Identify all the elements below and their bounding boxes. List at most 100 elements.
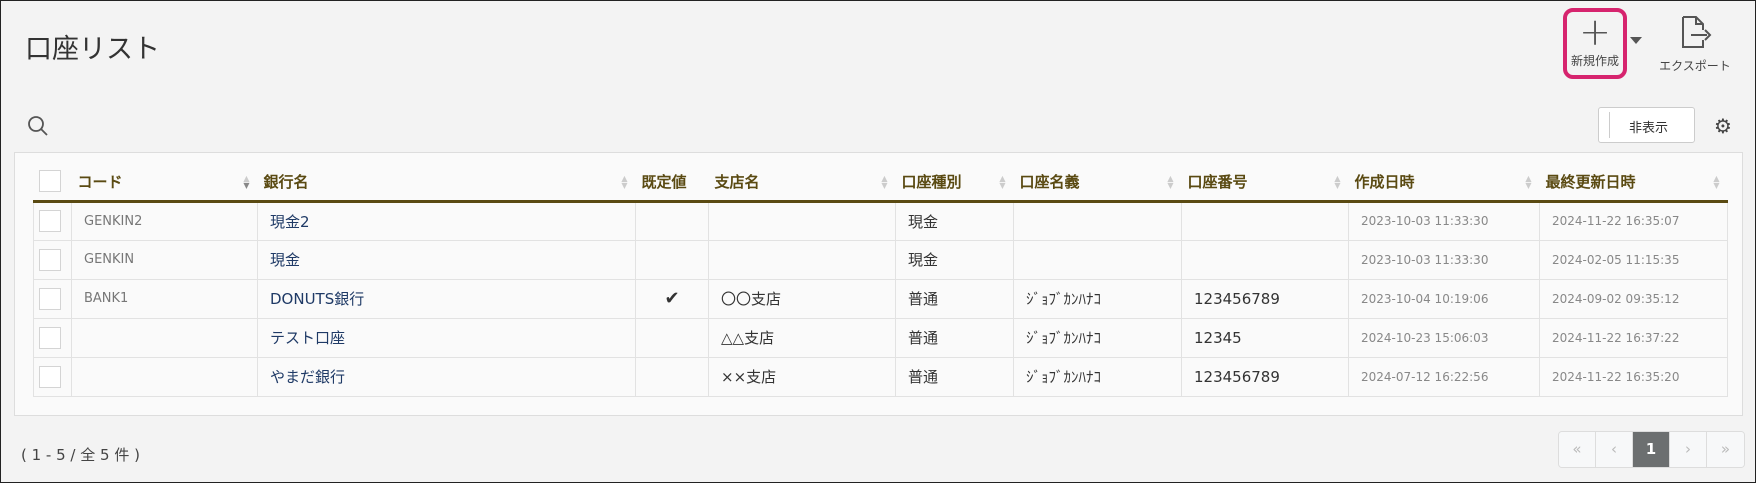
cell-default: [635, 356, 709, 397]
table-row[interactable]: GENKIN 現金 現金 2023-10-03 11:33:30 2024-02-05 …: [33, 239, 1728, 280]
export-button[interactable]: エクスポート: [1649, 15, 1741, 74]
hide-columns-button[interactable]: 非表示: [1598, 107, 1695, 143]
cell-number: [1181, 239, 1349, 280]
accounts-table: コード ▲ ▼ 銀行名 ▲ ▼ 既定値 支店名 ▲ ▼ 口座種別 ▲ ▼ 口座名義 ▲ ▼ 口座番号 ▲ ▼ 作成日時…: [33, 163, 1728, 397]
cell-bank[interactable]: 現金: [257, 239, 636, 280]
column-header[interactable]: 口座番号 ▲ ▼: [1181, 163, 1349, 203]
cell-type: 普通: [895, 278, 1014, 319]
column-header-label: 最終更新日時: [1545, 172, 1636, 191]
column-header-label: 作成日時: [1354, 172, 1415, 191]
page-1-button[interactable]: 1: [1633, 432, 1670, 467]
pagination: « ‹ 1 › »: [1558, 431, 1745, 468]
sort-icon[interactable]: ▲ ▼: [1167, 174, 1174, 190]
cell-updated: 2024-09-02 09:35:12: [1539, 278, 1728, 319]
first-page-button[interactable]: «: [1559, 432, 1596, 467]
sort-icon[interactable]: ▲ ▼: [999, 174, 1006, 190]
cell-created: 2023-10-03 11:33:30: [1348, 239, 1540, 280]
cell-updated: 2024-11-22 16:35:20: [1539, 356, 1728, 397]
cell-default: [635, 317, 709, 358]
cell-code: [71, 356, 258, 397]
cell-bank[interactable]: 現金2: [257, 200, 636, 241]
cell-updated: 2024-02-05 11:15:35: [1539, 239, 1728, 280]
cell-holder: [1013, 239, 1182, 280]
cell-branch: 〇〇支店: [708, 278, 896, 319]
cell-number: 12345: [1181, 317, 1349, 358]
cell-holder: ｼﾞｮﾌﾞｶﾝﾊﾅｺ: [1013, 317, 1182, 358]
sort-icon[interactable]: ▲ ▼: [1713, 174, 1720, 190]
cell-bank[interactable]: テスト口座: [257, 317, 636, 358]
cell-type: 現金: [895, 200, 1014, 241]
record-count: ( 1 - 5 / 全 5 件 ): [21, 446, 140, 464]
cell-type: 普通: [895, 317, 1014, 358]
table-row[interactable]: テスト口座 △△支店 普通 ｼﾞｮﾌﾞｶﾝﾊﾅｺ 12345 2024-10-23 15:…: [33, 317, 1728, 358]
cell-default: [635, 200, 709, 241]
new-dropdown-caret-icon[interactable]: [1630, 37, 1642, 44]
page-title: 口座リスト: [25, 34, 160, 65]
gear-icon[interactable]: ⚙: [1714, 114, 1732, 138]
cell-number: 123456789: [1181, 356, 1349, 397]
table-row[interactable]: GENKIN2 現金2 現金 2023-10-03 11:33:30 2024-11-2…: [33, 200, 1728, 241]
column-header-label: 支店名: [714, 172, 760, 191]
cell-holder: ｼﾞｮﾌﾞｶﾝﾊﾅｺ: [1013, 278, 1182, 319]
sort-icon[interactable]: ▲ ▼: [1525, 174, 1532, 190]
export-icon: [1682, 16, 1712, 48]
cell-number: 123456789: [1181, 278, 1349, 319]
cell-branch: [708, 200, 896, 241]
cell-default: [635, 239, 709, 280]
prev-page-button[interactable]: ‹: [1596, 432, 1633, 467]
cell-updated: 2024-11-22 16:35:07: [1539, 200, 1728, 241]
column-header[interactable]: 作成日時 ▲ ▼: [1348, 163, 1540, 203]
column-header-label: 口座名義: [1019, 172, 1080, 191]
sort-icon[interactable]: ▲ ▼: [1334, 174, 1341, 190]
row-checkbox[interactable]: [33, 239, 72, 280]
column-header[interactable]: 口座名義 ▲ ▼: [1013, 163, 1182, 203]
cell-code: GENKIN2: [71, 200, 258, 241]
cell-created: 2023-10-04 10:19:06: [1348, 278, 1540, 319]
column-header-label: 口座種別: [901, 172, 962, 191]
row-checkbox[interactable]: [33, 317, 72, 358]
cell-bank[interactable]: やまだ銀行: [257, 356, 636, 397]
export-button-label: エクスポート: [1659, 59, 1731, 73]
sort-icon[interactable]: ▲ ▼: [881, 174, 888, 190]
cell-created: 2023-10-03 11:33:30: [1348, 200, 1540, 241]
column-header[interactable]: 既定値: [635, 163, 709, 203]
cell-branch: △△支店: [708, 317, 896, 358]
cell-updated: 2024-11-22 16:37:22: [1539, 317, 1728, 358]
column-header[interactable]: 最終更新日時 ▲ ▼: [1539, 163, 1728, 203]
next-page-button[interactable]: ›: [1670, 432, 1707, 467]
search-icon[interactable]: [27, 115, 49, 141]
sort-icon[interactable]: ▲ ▼: [621, 174, 628, 190]
cell-default: ✔: [635, 278, 709, 319]
row-checkbox[interactable]: [33, 200, 72, 241]
last-page-button[interactable]: »: [1707, 432, 1744, 467]
cell-code: GENKIN: [71, 239, 258, 280]
cell-branch: [708, 239, 896, 280]
column-header-label: 銀行名: [263, 172, 309, 191]
column-header[interactable]: コード ▲ ▼: [71, 163, 258, 203]
column-header-label: 既定値: [641, 172, 687, 191]
column-header[interactable]: 銀行名 ▲ ▼: [257, 163, 636, 203]
column-header[interactable]: 口座種別 ▲ ▼: [895, 163, 1014, 203]
cell-code: BANK1: [71, 278, 258, 319]
sort-icon[interactable]: ▲ ▼: [243, 174, 250, 190]
cell-holder: ｼﾞｮﾌﾞｶﾝﾊﾅｺ: [1013, 356, 1182, 397]
column-header-label: 口座番号: [1187, 172, 1248, 191]
new-button[interactable]: + 新規作成: [1563, 8, 1627, 79]
plus-icon: +: [1579, 10, 1611, 54]
row-checkbox[interactable]: [33, 356, 72, 397]
accounts-table-panel: コード ▲ ▼ 銀行名 ▲ ▼ 既定値 支店名 ▲ ▼ 口座種別 ▲ ▼ 口座名義 ▲ ▼ 口座番号 ▲ ▼ 作成日時…: [14, 152, 1743, 416]
table-row[interactable]: やまだ銀行 ××支店 普通 ｼﾞｮﾌﾞｶﾝﾊﾅｺ 123456789 2024-07-12…: [33, 356, 1728, 397]
cell-branch: ××支店: [708, 356, 896, 397]
cell-holder: [1013, 200, 1182, 241]
select-all-checkbox[interactable]: [33, 163, 72, 203]
cell-code: [71, 317, 258, 358]
column-header[interactable]: 支店名 ▲ ▼: [708, 163, 896, 203]
cell-number: [1181, 200, 1349, 241]
cell-created: 2024-07-12 16:22:56: [1348, 356, 1540, 397]
column-header-label: コード: [77, 172, 123, 191]
cell-bank[interactable]: DONUTS銀行: [257, 278, 636, 319]
new-button-label: 新規作成: [1570, 54, 1619, 68]
row-checkbox[interactable]: [33, 278, 72, 319]
hide-label: 非表示: [1629, 121, 1669, 136]
table-row[interactable]: BANK1 DONUTS銀行 ✔ 〇〇支店 普通 ｼﾞｮﾌﾞｶﾝﾊﾅｺ 123456789 2…: [33, 278, 1728, 319]
